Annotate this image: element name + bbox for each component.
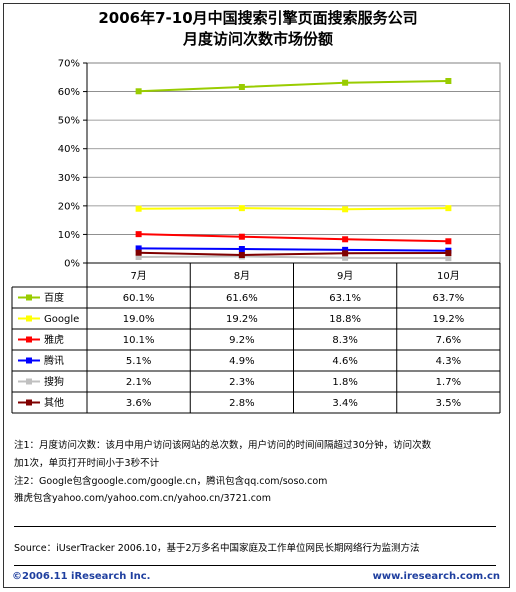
note-1-line-1: 注1：月度访问次数：该月中用户访问该网站的总次数，用户访问的时间间隔超过30分钟… <box>14 440 432 451</box>
data-point <box>342 79 349 86</box>
y-tick-label: 0% <box>64 259 80 270</box>
note-2-line-2: 雅虎包含yahoo.com/yahoo.com.cn/yahoo.cn/3721… <box>14 493 272 504</box>
data-label: 8.3% <box>332 335 357 346</box>
data-label: 2.1% <box>126 377 151 388</box>
data-point <box>135 249 142 256</box>
data-label: 61.6% <box>226 293 258 304</box>
series-line-5 <box>138 251 449 257</box>
data-point <box>135 231 142 238</box>
data-label: 3.6% <box>126 398 151 409</box>
data-label: 1.7% <box>436 377 461 388</box>
data-label: 63.1% <box>329 293 361 304</box>
legend-key-marker <box>26 294 32 301</box>
data-point <box>238 205 245 212</box>
data-label: 7.6% <box>436 335 461 346</box>
data-point <box>445 78 452 84</box>
legend-entry: 百度 <box>44 291 64 304</box>
legend-entry: Google <box>44 314 79 325</box>
data-point <box>135 205 142 212</box>
data-point <box>342 206 349 213</box>
data-point <box>445 255 452 262</box>
data-label: 10.1% <box>123 335 155 346</box>
series-line-0 <box>138 80 449 93</box>
copyright-text: ©2006.11 iResearch Inc. <box>12 571 151 582</box>
data-point <box>342 246 349 253</box>
x-category-label: 7月 <box>130 270 146 282</box>
legend-key-marker <box>26 315 32 322</box>
data-point <box>135 254 142 260</box>
data-label: 9.2% <box>229 335 254 346</box>
legend-entry: 雅虎 <box>44 333 64 346</box>
legend-key-marker <box>26 378 32 385</box>
divider-bottom <box>14 565 496 566</box>
data-point <box>238 252 245 258</box>
data-label: 4.3% <box>436 356 461 367</box>
data-point <box>238 84 245 90</box>
data-point <box>342 236 349 243</box>
y-tick-label: 30% <box>58 173 80 184</box>
data-label: 1.8% <box>332 377 357 388</box>
data-label: 3.4% <box>332 398 357 409</box>
data-label: 4.6% <box>332 356 357 367</box>
series-line-1 <box>138 207 449 211</box>
data-label: 2.3% <box>229 377 254 388</box>
chart-frame <box>3 3 510 588</box>
legend-entry: 腾讯 <box>44 354 64 367</box>
data-label: 19.2% <box>226 314 258 325</box>
data-point <box>342 254 349 261</box>
chart-title-line-2: 月度访问次数市场份额 <box>182 30 333 48</box>
y-tick-label: 70% <box>58 59 80 70</box>
data-point <box>135 88 142 95</box>
data-point <box>342 250 349 257</box>
plot-area <box>86 62 501 264</box>
data-point <box>238 246 245 252</box>
source-text: Source：iUserTracker 2006.10，基于2万多名中国家庭及工… <box>14 543 420 554</box>
x-category-label: 8月 <box>234 270 250 282</box>
data-label: 3.5% <box>436 398 461 409</box>
note-2-line-1: 注2：Google包含google.com/google.cn，腾讯包含qq.c… <box>14 476 328 487</box>
website-link[interactable]: www.iresearch.com.cn <box>372 571 500 582</box>
y-tick-label: 10% <box>58 230 80 241</box>
chart-title: 2006年7-10月中国搜索引擎页面搜索服务公司 月度访问次数市场份额 <box>0 8 516 50</box>
x-category-label: 9月 <box>337 270 353 282</box>
legend-key-marker <box>26 336 32 343</box>
data-label: 63.7% <box>432 293 464 304</box>
data-point <box>445 205 452 212</box>
series-line-2 <box>138 233 449 243</box>
series-line-3 <box>138 247 449 252</box>
data-label: 2.8% <box>229 398 254 409</box>
data-label: 19.0% <box>123 314 155 325</box>
legend-key-marker <box>26 399 32 406</box>
data-point <box>445 250 452 256</box>
data-label: 5.1% <box>126 356 151 367</box>
data-label: 19.2% <box>432 314 464 325</box>
data-label: 60.1% <box>123 293 155 304</box>
series-line-4 <box>138 255 449 260</box>
y-tick-label: 40% <box>58 144 80 155</box>
data-point <box>238 233 245 240</box>
legend-entry: 其他 <box>44 396 64 409</box>
divider-top <box>14 526 496 527</box>
data-point <box>445 238 452 245</box>
legend-key-marker <box>26 357 32 364</box>
legend-entry: 搜狗 <box>44 375 64 388</box>
y-tick-label: 50% <box>58 116 80 127</box>
data-label: 18.8% <box>329 314 361 325</box>
x-category-label: 10月 <box>437 270 460 282</box>
data-label: 4.9% <box>229 356 254 367</box>
chart-title-line-1: 2006年7-10月中国搜索引擎页面搜索服务公司 <box>98 9 418 27</box>
y-tick-label: 60% <box>58 87 80 98</box>
note-1-line-2: 加1次，单页打开时间小于3秒不计 <box>14 458 160 469</box>
y-tick-label: 20% <box>58 201 80 212</box>
data-point <box>135 245 142 252</box>
